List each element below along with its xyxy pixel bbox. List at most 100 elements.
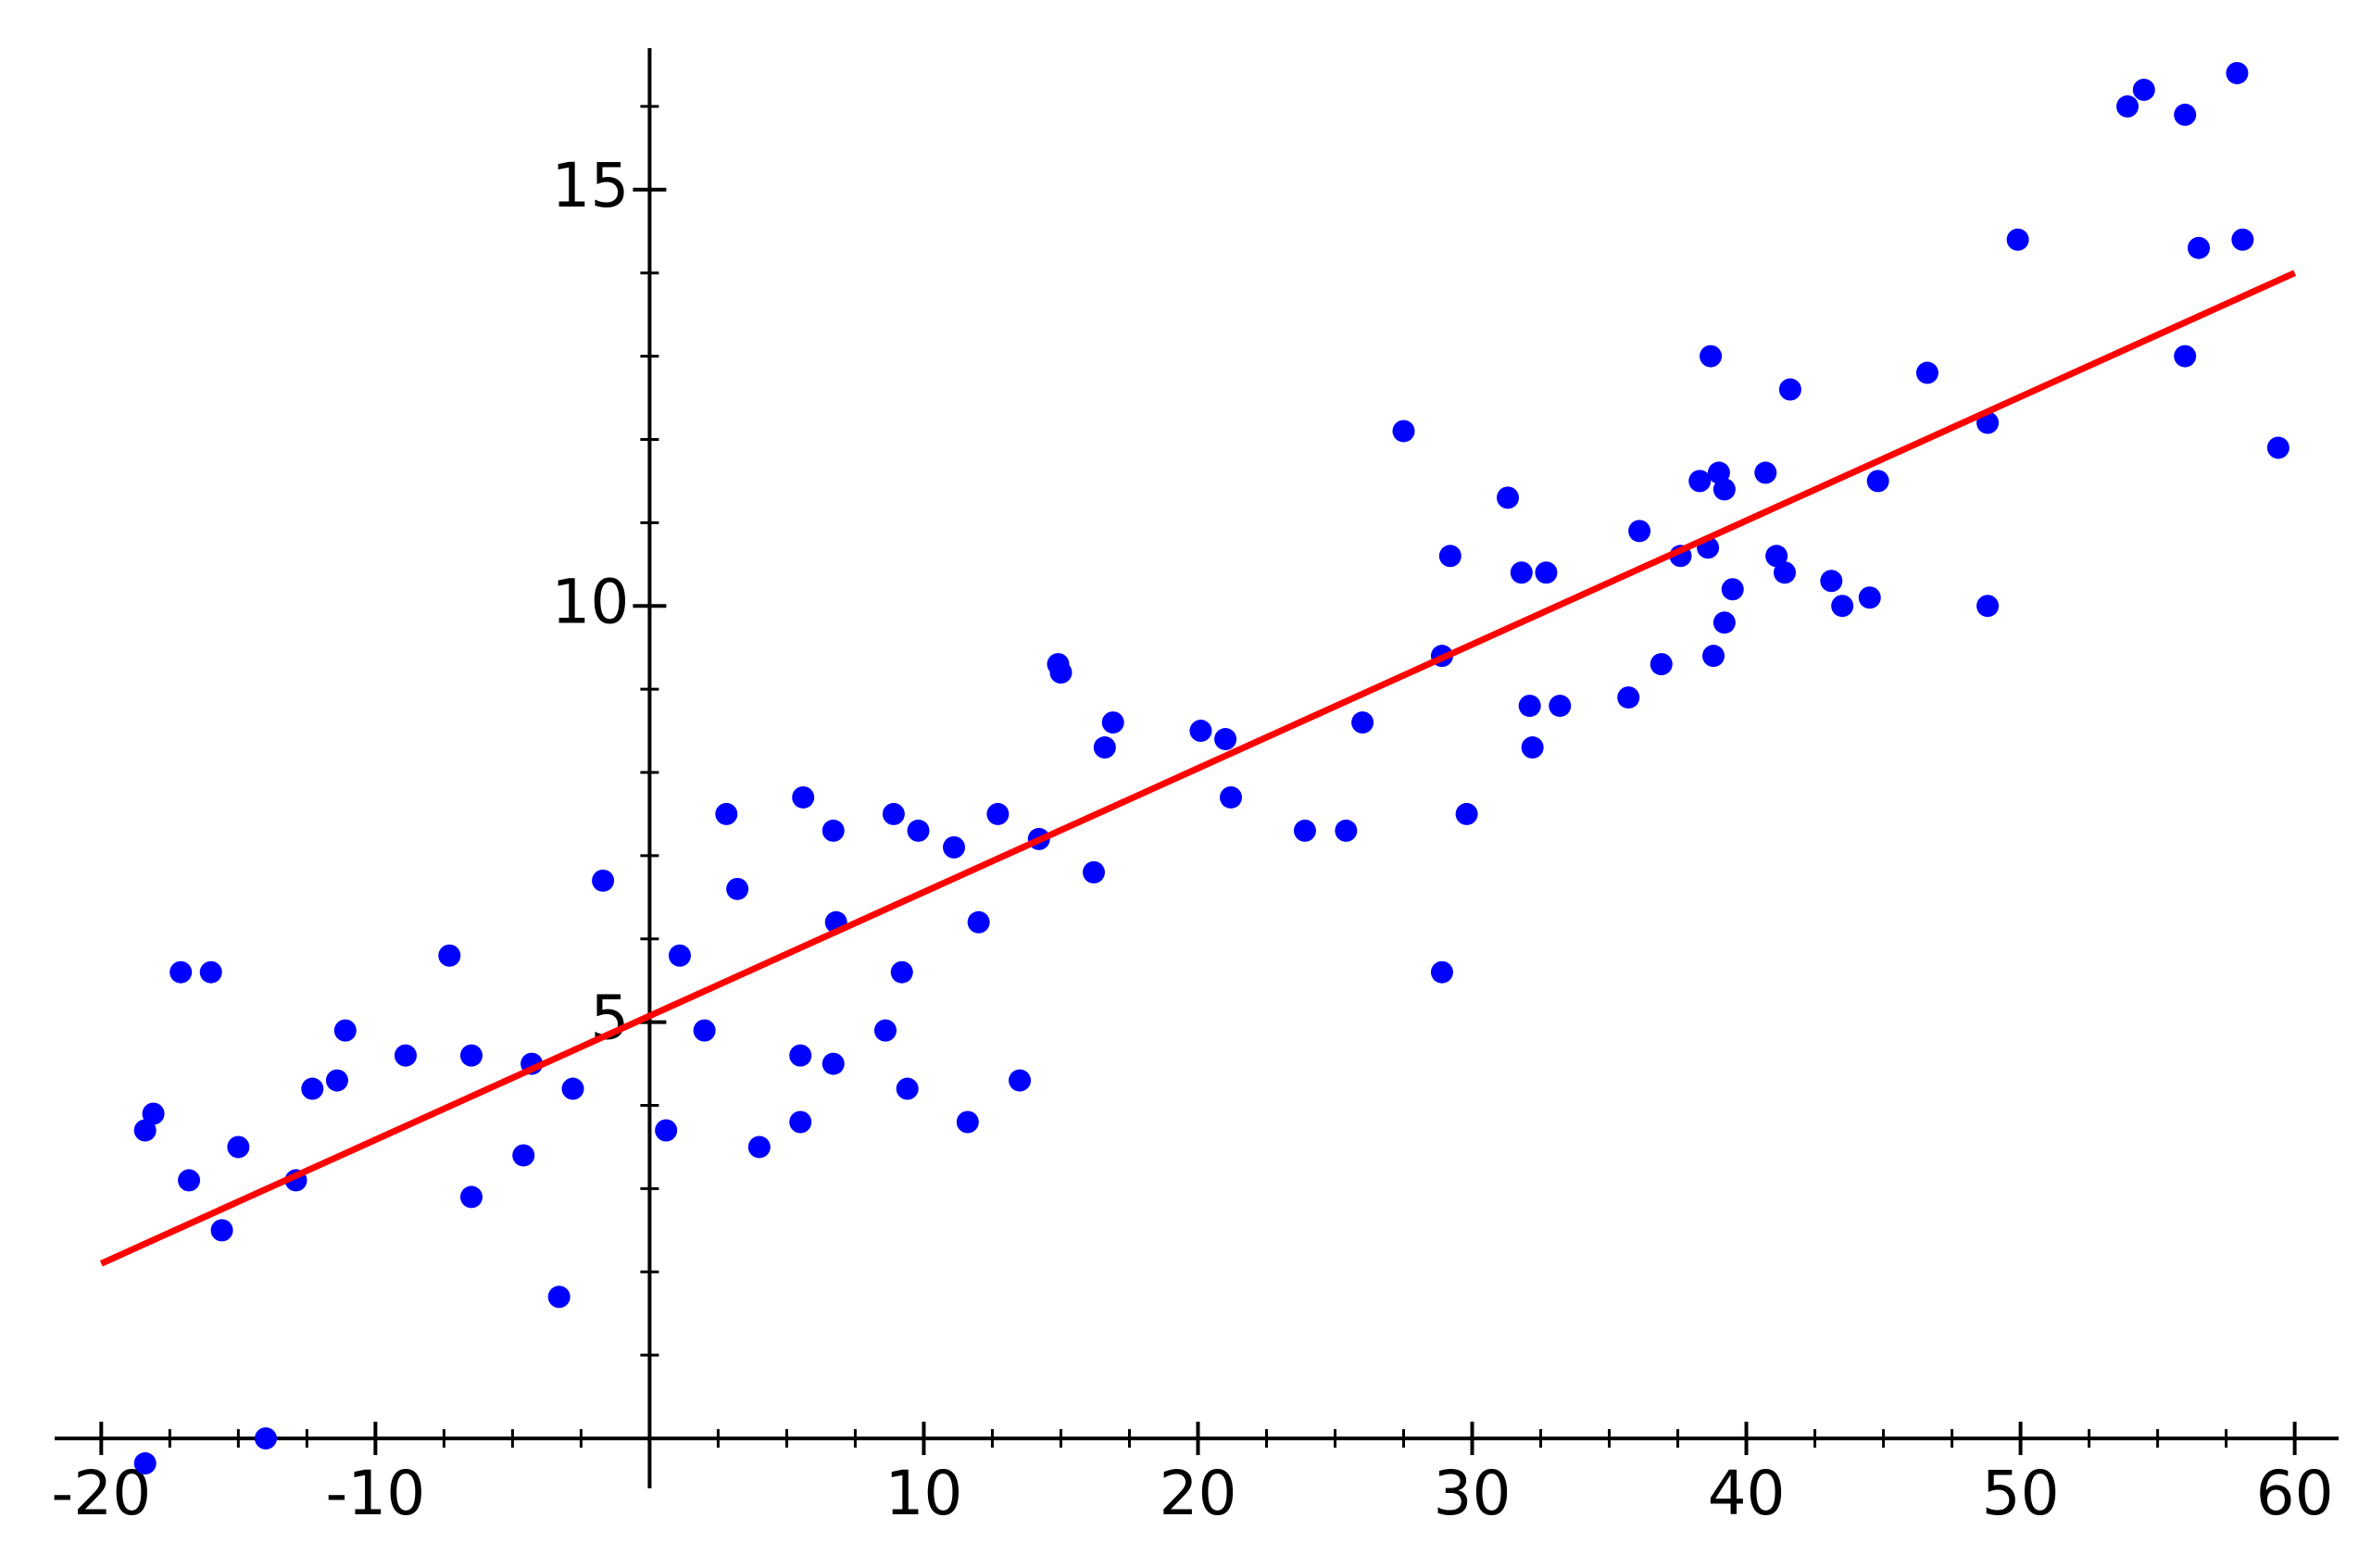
point — [1628, 520, 1651, 543]
point — [1700, 345, 1723, 368]
point — [210, 1219, 233, 1242]
point — [1521, 736, 1544, 759]
point — [747, 1135, 771, 1159]
point — [1335, 819, 1358, 842]
point — [1009, 1069, 1032, 1092]
point — [907, 819, 930, 842]
point — [1976, 595, 2000, 618]
point — [301, 1077, 324, 1100]
point — [1765, 545, 1788, 568]
point — [1518, 695, 1541, 718]
point — [873, 1019, 897, 1042]
point — [512, 1144, 535, 1167]
point — [792, 785, 815, 809]
point — [1820, 570, 1843, 593]
point — [1549, 695, 1572, 718]
point — [1858, 586, 1881, 609]
point — [592, 869, 615, 892]
point — [1702, 645, 1725, 668]
point — [986, 802, 1010, 825]
x-tick-label: 20 — [1159, 1458, 1236, 1529]
point — [561, 1077, 584, 1100]
point — [1535, 561, 1558, 584]
point — [1082, 860, 1105, 884]
point — [1438, 545, 1461, 568]
point — [1293, 819, 1316, 842]
point — [333, 1019, 357, 1042]
y-tick-label: 10 — [551, 566, 629, 637]
point — [1392, 420, 1415, 443]
point — [956, 1110, 979, 1134]
point — [1866, 470, 1889, 493]
point — [459, 1044, 483, 1067]
point — [199, 960, 222, 984]
trend-line — [99, 270, 2297, 1267]
point — [693, 1019, 716, 1042]
point — [2266, 436, 2289, 459]
point — [1101, 711, 1124, 734]
x-tick-label: -10 — [325, 1458, 425, 1529]
point — [726, 877, 749, 900]
point — [1049, 661, 1073, 684]
point — [178, 1169, 201, 1192]
point — [1712, 611, 1736, 634]
point — [882, 802, 905, 825]
x-tick-label: 60 — [2256, 1458, 2334, 1529]
point — [1510, 561, 1533, 584]
point — [1688, 470, 1712, 493]
point — [1650, 653, 1673, 676]
point — [1778, 378, 1801, 401]
y-tick-label: 15 — [551, 150, 629, 221]
point — [1915, 361, 1938, 384]
point — [2116, 94, 2139, 118]
point — [1712, 478, 1736, 501]
point — [2132, 78, 2155, 101]
point — [789, 1110, 812, 1134]
point — [547, 1286, 571, 1309]
point — [890, 960, 913, 984]
point — [254, 1427, 277, 1450]
point — [943, 835, 966, 859]
point — [325, 1069, 348, 1092]
point — [1189, 720, 1212, 743]
point — [1214, 728, 1237, 751]
point — [668, 944, 691, 967]
point — [169, 960, 193, 984]
point — [967, 910, 990, 934]
point — [1754, 461, 1777, 484]
point — [227, 1135, 250, 1159]
point — [822, 819, 845, 842]
point — [2006, 228, 2029, 251]
point — [789, 1044, 812, 1067]
point — [1430, 960, 1453, 984]
point — [1617, 686, 1640, 709]
point — [1774, 561, 1797, 584]
point — [1220, 785, 1243, 809]
point — [1351, 711, 1374, 734]
point — [715, 802, 738, 825]
point — [2226, 61, 2249, 84]
point — [438, 944, 461, 967]
x-tick-label: -20 — [51, 1458, 151, 1529]
point — [1455, 802, 1478, 825]
point — [1721, 578, 1744, 601]
point — [2188, 236, 2211, 259]
point — [459, 1185, 483, 1209]
point — [896, 1077, 919, 1100]
point — [655, 1119, 678, 1142]
point — [142, 1102, 165, 1125]
point — [133, 1452, 157, 1475]
point — [2174, 103, 2197, 126]
point — [2174, 345, 2197, 368]
point — [1093, 736, 1116, 759]
point — [1831, 595, 1854, 618]
point — [133, 1119, 157, 1142]
point — [1497, 486, 1520, 509]
point — [2231, 228, 2254, 251]
x-tick-label: 40 — [1708, 1458, 1786, 1529]
point — [822, 1052, 845, 1075]
x-tick-label: 10 — [884, 1458, 962, 1529]
x-tick-label: 30 — [1434, 1458, 1512, 1529]
